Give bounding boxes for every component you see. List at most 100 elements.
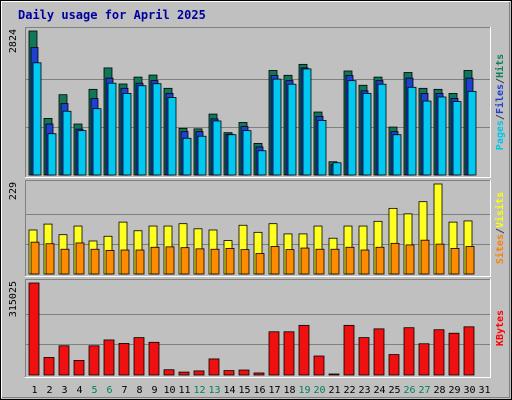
x-tick-label: 9 <box>151 385 157 396</box>
bar-pages <box>467 90 477 176</box>
panel-hits-files-pages: 2824 Pages/Files/Hits <box>8 27 506 178</box>
bar-sites <box>360 249 370 275</box>
chart-title: Daily usage for April 2025 <box>18 8 206 22</box>
bar-sites <box>150 246 160 275</box>
bar-kbytes <box>223 370 235 376</box>
bar-pages <box>392 134 402 176</box>
x-tick-label: 20 <box>313 385 325 396</box>
bar-pages <box>407 86 417 176</box>
bar-pages <box>62 110 72 176</box>
bar-sites <box>420 239 430 275</box>
x-tick-label: 12 <box>193 385 205 396</box>
x-tick-label: 26 <box>403 385 415 396</box>
bar-pages <box>377 83 387 176</box>
legend-entry: / <box>495 114 506 120</box>
bar-pages <box>242 130 252 176</box>
x-tick-label: 29 <box>448 385 460 396</box>
bar-sites <box>405 244 415 275</box>
bar-kbytes <box>373 328 385 376</box>
x-tick-label: 19 <box>298 385 310 396</box>
bar-kbytes <box>163 369 175 376</box>
bar-pages <box>197 135 207 176</box>
bar-pages <box>182 137 192 176</box>
bar-sites <box>345 246 355 275</box>
x-tick-label: 8 <box>136 385 142 396</box>
bar-pages <box>302 68 312 176</box>
series-pages <box>32 62 477 176</box>
bar-kbytes <box>88 345 100 376</box>
bar-sites <box>465 246 475 275</box>
bar-kbytes <box>343 324 355 376</box>
bar-sites <box>435 243 445 275</box>
x-tick-label: 14 <box>223 385 235 396</box>
x-tick-label: 2 <box>46 385 52 396</box>
bar-kbytes <box>388 354 400 376</box>
x-tick-label: 3 <box>61 385 67 396</box>
x-tick-label: 27 <box>418 385 430 396</box>
legend-entry: Pages <box>495 120 506 150</box>
bar-pages <box>152 83 162 176</box>
bar-kbytes <box>268 331 280 376</box>
bar-sites <box>225 248 235 275</box>
bar-pages <box>287 83 297 176</box>
x-tick-label: 28 <box>433 385 445 396</box>
legend-entry: Sites <box>494 234 506 264</box>
x-tick-label: 4 <box>76 385 82 396</box>
bar-sites <box>90 248 100 275</box>
panel-legend: Pages/Files/Hits <box>494 54 506 150</box>
bar-sites <box>210 248 220 275</box>
bar-pages <box>422 100 432 176</box>
panel-legend: Sites/Visits <box>494 192 506 264</box>
legend-entry: Hits <box>494 54 506 78</box>
bar-pages <box>47 133 57 176</box>
bar-pages <box>107 82 117 176</box>
bar-pages <box>257 150 267 176</box>
legend-entry: KBytes <box>495 310 506 346</box>
bar-kbytes <box>403 327 415 376</box>
bar-kbytes <box>178 371 190 376</box>
bar-sites <box>330 248 340 275</box>
bar-kbytes <box>103 339 115 376</box>
bar-sites <box>285 249 295 275</box>
bar-pages <box>452 101 462 176</box>
bar-kbytes <box>253 372 265 376</box>
bar-pages <box>32 62 42 176</box>
x-tick-label: 24 <box>373 385 385 396</box>
bar-kbytes <box>448 332 460 376</box>
bar-kbytes <box>58 345 70 376</box>
x-tick-label: 31 <box>478 385 490 396</box>
x-tick-label: 1 <box>31 385 37 396</box>
bar-sites <box>135 249 145 275</box>
bar-kbytes <box>328 373 340 376</box>
bar-pages <box>92 108 102 176</box>
bar-sites <box>240 249 250 275</box>
x-axis-labels: 1 2 3 4 5 6 7 8 9 10 11 12 13 14 15 16 17 18 19 20 21 22 23 24 2… <box>31 385 490 396</box>
bar-kbytes <box>118 343 130 376</box>
x-tick-label: 16 <box>253 385 265 396</box>
bar-pages <box>347 80 357 176</box>
legend-entry: / <box>495 78 506 84</box>
bar-sites <box>315 248 325 275</box>
bar-sites <box>30 241 40 275</box>
bar-pages <box>77 130 87 176</box>
bar-kbytes <box>358 337 370 376</box>
x-tick-label: 10 <box>163 385 175 396</box>
bar-sites <box>120 249 130 275</box>
bar-kbytes <box>298 324 310 376</box>
bar-kbytes <box>238 369 250 376</box>
bar-pages <box>362 93 372 176</box>
bar-sites <box>375 246 385 275</box>
bar-sites <box>105 250 115 275</box>
bar-sites <box>270 246 280 275</box>
bar-kbytes <box>208 358 220 376</box>
bar-kbytes <box>43 357 55 376</box>
bar-sites <box>75 242 85 275</box>
x-tick-label: 18 <box>283 385 295 396</box>
series-sites <box>30 239 475 275</box>
x-tick-label: 15 <box>238 385 250 396</box>
bar-pages <box>437 96 447 176</box>
y-max-label: 2824 <box>8 29 19 53</box>
x-tick-label: 22 <box>343 385 355 396</box>
bar-kbytes <box>313 355 325 376</box>
